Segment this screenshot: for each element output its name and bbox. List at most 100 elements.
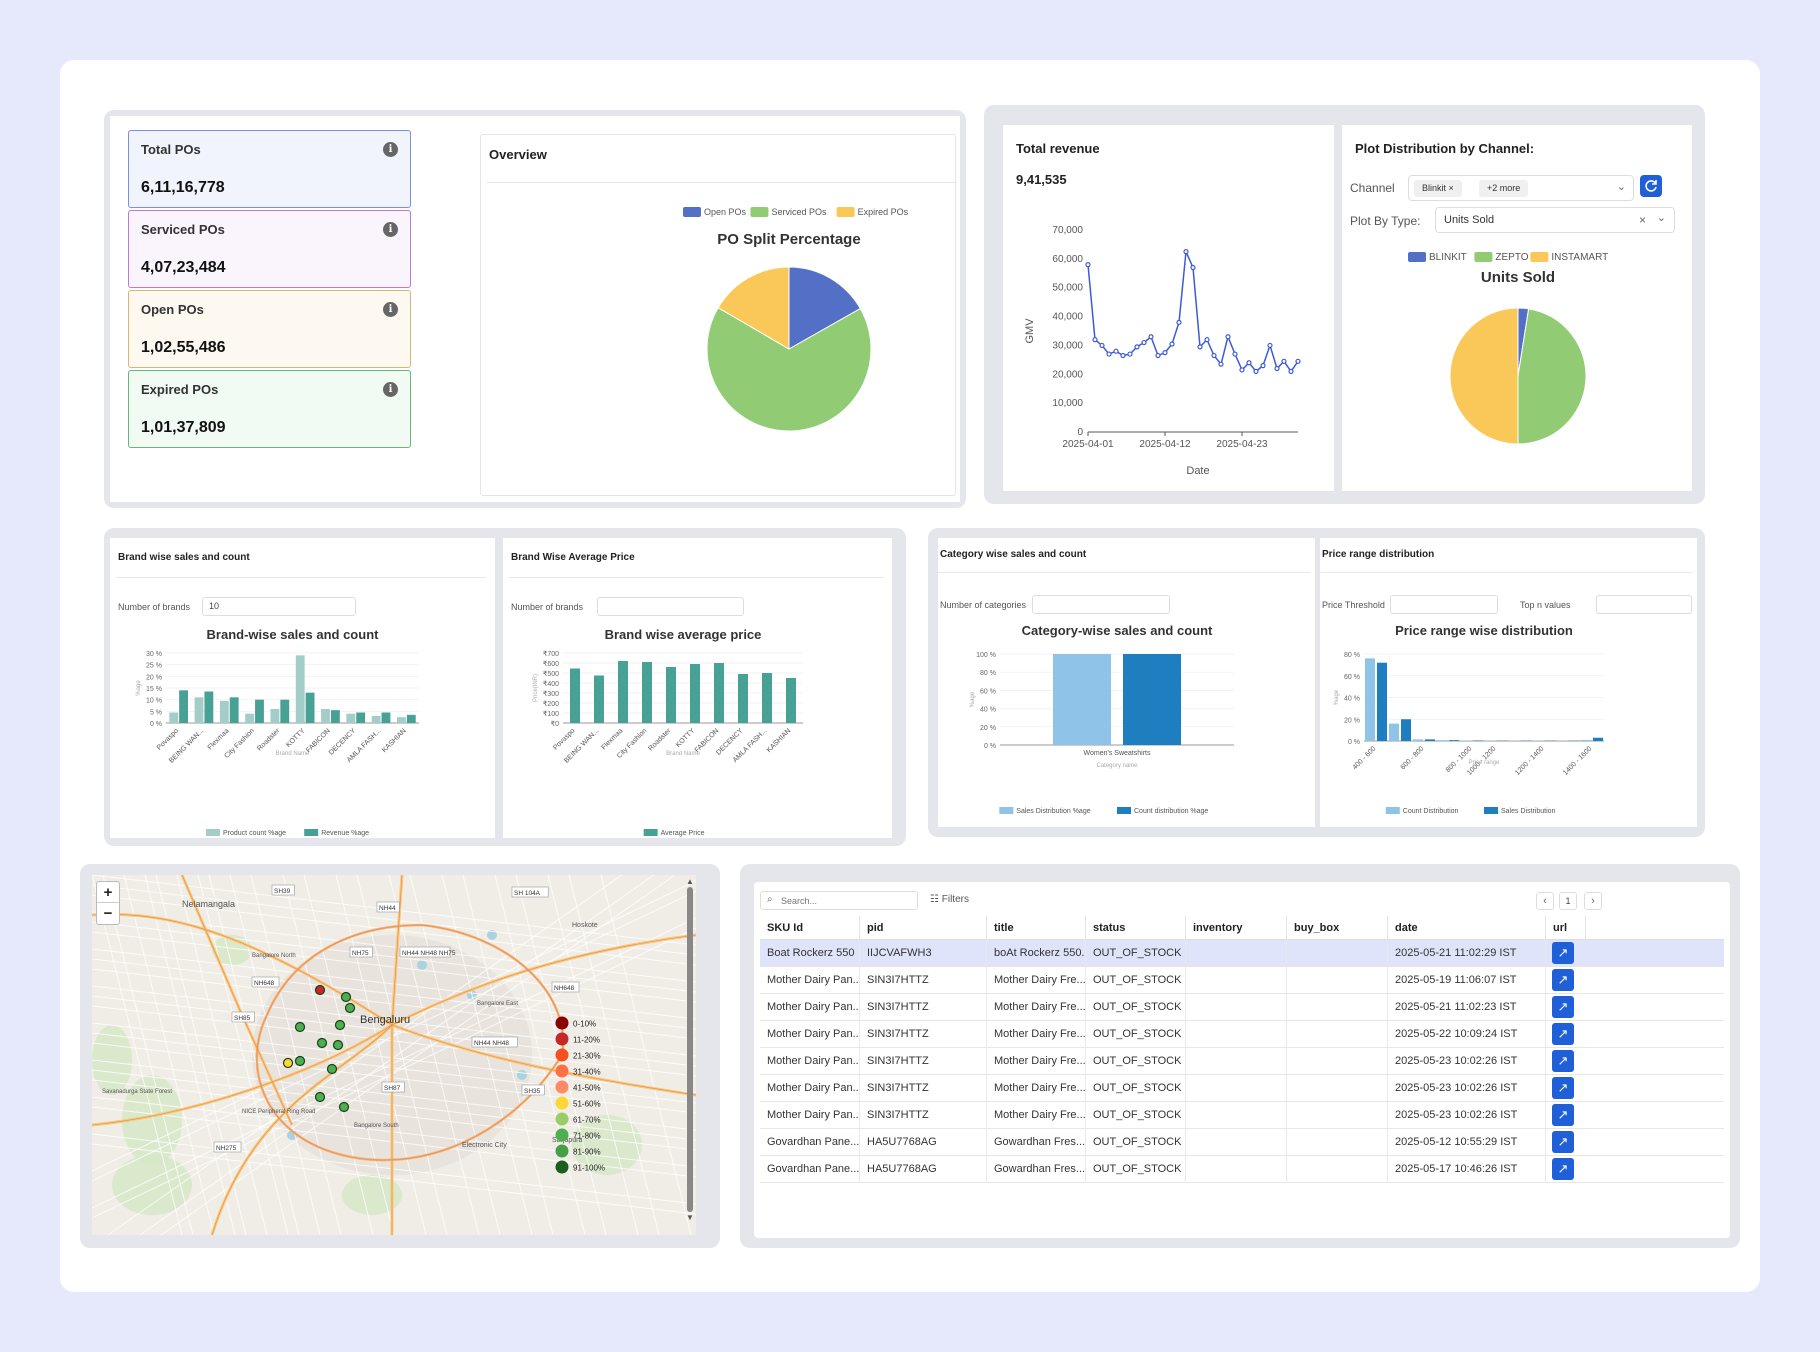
data-point[interactable] — [1092, 337, 1098, 343]
bar-product-count-age[interactable] — [219, 700, 229, 723]
bar-average-price[interactable] — [762, 673, 772, 723]
open-url-button[interactable]: ↗ — [1552, 1131, 1574, 1153]
data-point[interactable] — [1099, 342, 1105, 349]
pie-slice-zepto[interactable] — [1517, 308, 1587, 445]
bar-product-count-age[interactable] — [396, 717, 406, 723]
data-point[interactable] — [1190, 264, 1196, 271]
map-view[interactable]: Nelamangala Hoskote Electronic City Savanad… — [92, 875, 696, 1235]
table-row[interactable]: Boat Rockerz 550 IIJCVAFWH3 boAt Rockerz 5… — [760, 940, 1724, 967]
zoom-in-button[interactable]: + — [97, 882, 119, 903]
info-icon[interactable]: i — [383, 382, 398, 397]
bar-average-price[interactable] — [594, 675, 604, 724]
pie-slice-serviced-pos[interactable] — [706, 307, 872, 432]
bar-average-price[interactable] — [738, 674, 748, 723]
data-point[interactable] — [1253, 368, 1259, 374]
data-point[interactable] — [1183, 249, 1189, 255]
zoom-out-button[interactable]: − — [103, 905, 113, 922]
scroll-down-icon[interactable]: ▼ — [686, 1213, 694, 1222]
data-point[interactable] — [1232, 351, 1238, 357]
column-header-buy-box[interactable]: buy_box — [1287, 916, 1388, 940]
bar-count-distribution[interactable] — [1581, 739, 1591, 741]
data-point[interactable] — [1281, 358, 1287, 364]
data-point[interactable] — [1260, 363, 1266, 369]
bar-sales-distribution[interactable] — [1593, 737, 1603, 741]
data-point[interactable] — [1176, 319, 1182, 325]
chevron-down-icon[interactable]: ⌄ — [1616, 181, 1626, 193]
table-row[interactable]: Govardhan Pane... HA5U7768AG Gowardhan Fre… — [760, 1129, 1724, 1156]
table-row[interactable]: Govardhan Pane... HA5U7768AG Gowardhan Fre… — [760, 1156, 1724, 1183]
data-point[interactable] — [1288, 368, 1294, 374]
bar-count-distribution[interactable] — [1437, 740, 1447, 741]
store-marker[interactable] — [314, 984, 326, 996]
search-input[interactable] — [781, 894, 911, 908]
map-scrollbar[interactable]: ▲ ▼ — [686, 877, 694, 1233]
column-header-sku-id[interactable]: SKU Id — [760, 916, 860, 940]
data-point[interactable] — [1162, 350, 1168, 356]
data-point[interactable] — [1169, 341, 1175, 347]
pie-slice-expired-pos[interactable] — [717, 266, 790, 350]
price-threshold-input[interactable] — [1390, 595, 1498, 614]
store-marker[interactable] — [338, 1101, 350, 1113]
data-point[interactable] — [1246, 360, 1252, 366]
open-url-button[interactable]: ↗ — [1552, 969, 1574, 991]
table-row[interactable]: Mother Dairy Pan... SIN3I7HTTZ Mother Dair… — [760, 967, 1724, 994]
data-point[interactable] — [1239, 367, 1245, 373]
bar-count-distribution[interactable] — [1461, 740, 1471, 741]
data-point[interactable] — [1120, 352, 1126, 359]
category-count-input[interactable] — [1032, 595, 1170, 614]
bar-sales-distribution[interactable] — [1449, 740, 1459, 741]
bar-sales-distribution-age[interactable] — [1053, 654, 1111, 745]
store-marker[interactable] — [326, 1063, 338, 1075]
open-url-button[interactable]: ↗ — [1552, 1050, 1574, 1072]
bar-revenue-age[interactable] — [280, 699, 290, 723]
bar-product-count-age[interactable] — [194, 697, 204, 723]
bar-product-count-age[interactable] — [245, 713, 255, 723]
bar-average-price[interactable] — [666, 667, 676, 723]
bar-average-price[interactable] — [690, 664, 700, 723]
bar-product-count-age[interactable] — [169, 712, 179, 724]
channel-chip-blinkit[interactable]: Blinkit × — [1414, 180, 1462, 197]
channel-select[interactable]: Blinkit × +2 more ⌄ — [1408, 175, 1634, 201]
store-marker[interactable] — [340, 991, 352, 1003]
bar-average-price[interactable] — [714, 663, 724, 723]
column-header-url[interactable]: url — [1546, 916, 1586, 940]
brand-price-count-input[interactable] — [597, 597, 744, 616]
channel-chip-more[interactable]: +2 more — [1479, 180, 1529, 197]
bar-revenue-age[interactable] — [255, 699, 264, 723]
data-point[interactable] — [1134, 344, 1140, 350]
data-point[interactable] — [1141, 339, 1147, 346]
table-row[interactable]: Mother Dairy Pan... SIN3I7HTTZ Mother Dair… — [760, 1102, 1724, 1129]
column-header-title[interactable]: title — [987, 916, 1086, 940]
column-header-status[interactable]: status — [1086, 916, 1186, 940]
bar-product-count-age[interactable] — [270, 709, 280, 723]
bar-average-price[interactable] — [786, 678, 796, 723]
bar-count-distribution-age[interactable] — [1123, 654, 1181, 745]
data-point[interactable] — [1211, 352, 1217, 359]
bar-sales-distribution[interactable] — [1425, 739, 1435, 741]
data-point[interactable] — [1113, 348, 1119, 354]
bar-revenue-age[interactable] — [381, 712, 391, 724]
table-row[interactable]: Mother Dairy Pan... SIN3I7HTTZ Mother Dair… — [760, 1048, 1724, 1075]
plot-by-select[interactable]: Units Sold × ⌄ — [1435, 207, 1675, 233]
open-url-button[interactable]: ↗ — [1552, 942, 1574, 964]
scrollbar-thumb[interactable] — [687, 887, 693, 1212]
info-icon[interactable]: i — [383, 222, 398, 237]
bar-sales-distribution[interactable] — [1401, 719, 1411, 741]
data-point[interactable] — [1106, 351, 1112, 357]
filters-button[interactable]: ☷ Filters — [930, 894, 969, 905]
data-point[interactable] — [1225, 334, 1231, 340]
open-url-button[interactable]: ↗ — [1552, 1077, 1574, 1099]
bar-product-count-age[interactable] — [346, 713, 356, 723]
bar-product-count-age[interactable] — [321, 709, 330, 723]
prev-page-button[interactable]: ‹ — [1536, 892, 1554, 910]
bar-product-count-age[interactable] — [295, 655, 305, 723]
refresh-button[interactable] — [1640, 175, 1662, 197]
bar-revenue-age[interactable] — [204, 691, 214, 724]
bar-average-price[interactable] — [570, 668, 580, 724]
store-marker[interactable] — [294, 1055, 306, 1067]
page-number[interactable]: 1 — [1559, 892, 1577, 910]
data-point[interactable] — [1267, 342, 1273, 349]
pie-slice-instamart[interactable] — [1449, 307, 1519, 445]
bar-revenue-age[interactable] — [330, 710, 340, 723]
column-header-date[interactable]: date — [1388, 916, 1546, 940]
